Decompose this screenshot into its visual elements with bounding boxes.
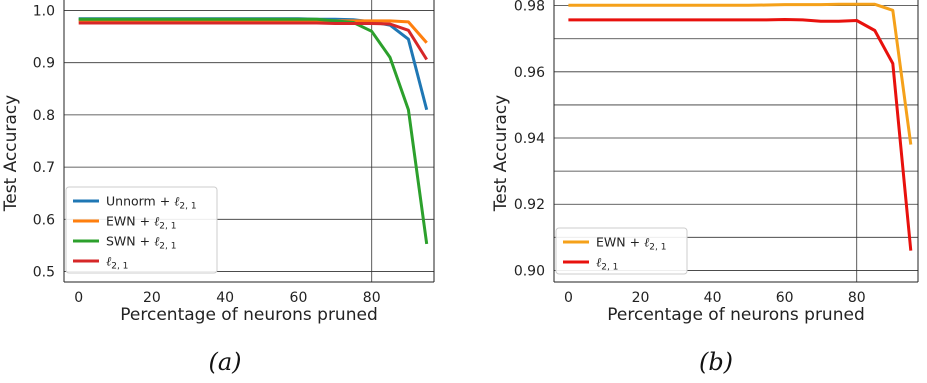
y-tick-label: 1.0 xyxy=(33,3,55,19)
x-tick-label: 0 xyxy=(74,290,83,306)
x-axis-label: Percentage of neurons pruned xyxy=(607,305,864,325)
y-tick-label: 0.7 xyxy=(33,160,55,176)
x-tick-label: 0 xyxy=(564,290,573,306)
y-axis-label: Test Accuracy xyxy=(491,95,511,213)
series-line xyxy=(78,17,429,245)
y-tick-label: 0.5 xyxy=(33,265,55,281)
x-tick-label: 80 xyxy=(848,290,866,306)
y-tick-label: 0.92 xyxy=(514,197,545,213)
legend-label: Unnorm + ℓ2, 1 xyxy=(106,194,197,212)
legend-label: EWN + ℓ2, 1 xyxy=(106,214,176,232)
legend-label: EWN + ℓ2, 1 xyxy=(596,235,666,253)
legend-label: ℓ2, 1 xyxy=(106,254,128,272)
x-axis-label: Percentage of neurons pruned xyxy=(120,305,377,325)
y-tick-label: 0.96 xyxy=(514,65,545,81)
series-line xyxy=(568,2,913,145)
y-tick-label: 0.90 xyxy=(514,263,545,279)
legend: EWN + ℓ2, 1 ℓ2, 1 xyxy=(555,227,688,275)
legend-label: ℓ2, 1 xyxy=(596,255,618,273)
x-tick-label: 40 xyxy=(704,290,722,306)
y-tick-label: 0.94 xyxy=(514,131,545,147)
series-line xyxy=(568,18,913,251)
x-tick-label: 60 xyxy=(776,290,794,306)
y-axis-label: Test Accuracy xyxy=(1,95,21,213)
y-tick-label: 0.9 xyxy=(33,56,55,72)
legend: Unnorm + ℓ2, 1 EWN + ℓ2, 1 SWN + ℓ2, 1 ℓ2, … xyxy=(65,186,218,274)
y-tick-label: 0.8 xyxy=(33,108,55,124)
chart-b: 0.90 0.92 0.94 0.96 0.98 0 20 40 60 80Percentage … xyxy=(491,0,919,376)
subfigure-caption: (b) xyxy=(699,348,733,376)
series-line xyxy=(78,19,428,44)
series-line xyxy=(78,17,429,111)
x-tick-label: 40 xyxy=(216,290,234,306)
legend-box xyxy=(65,186,218,274)
y-tick-label: 0.98 xyxy=(514,0,545,15)
x-tick-label: 20 xyxy=(632,290,650,306)
series-line xyxy=(78,21,428,61)
x-tick-label: 20 xyxy=(143,290,161,306)
y-tick-label: 0.6 xyxy=(33,212,55,228)
legend-label: SWN + ℓ2, 1 xyxy=(106,234,176,252)
x-tick-label: 80 xyxy=(363,290,381,306)
x-tick-label: 60 xyxy=(290,290,308,306)
subfigure-caption: (a) xyxy=(208,348,241,376)
